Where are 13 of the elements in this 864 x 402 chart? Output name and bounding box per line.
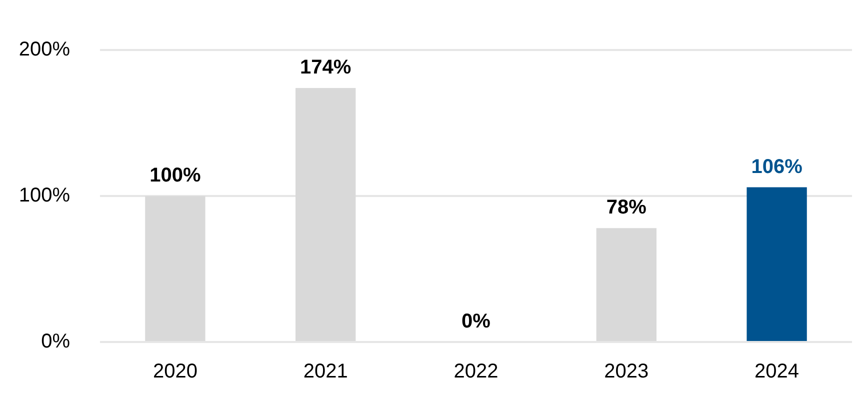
y-tick-label: 100%	[18, 184, 70, 207]
x-tick-label: 2023	[604, 360, 649, 383]
data-label: 174%	[300, 56, 352, 78]
data-label: 0%	[462, 310, 491, 333]
x-tick-label: 2021	[303, 360, 348, 383]
x-tick-label: 2022	[454, 360, 498, 383]
x-tick-label: 2020	[152, 360, 198, 383]
y-tick-label: 200%	[18, 38, 70, 61]
data-label: 100%	[150, 164, 201, 187]
y-tick-label: 0%	[41, 330, 70, 353]
data-label: 106%	[751, 156, 803, 178]
data-label: 78%	[606, 196, 647, 219]
x-tick-label: 2024	[754, 360, 800, 383]
